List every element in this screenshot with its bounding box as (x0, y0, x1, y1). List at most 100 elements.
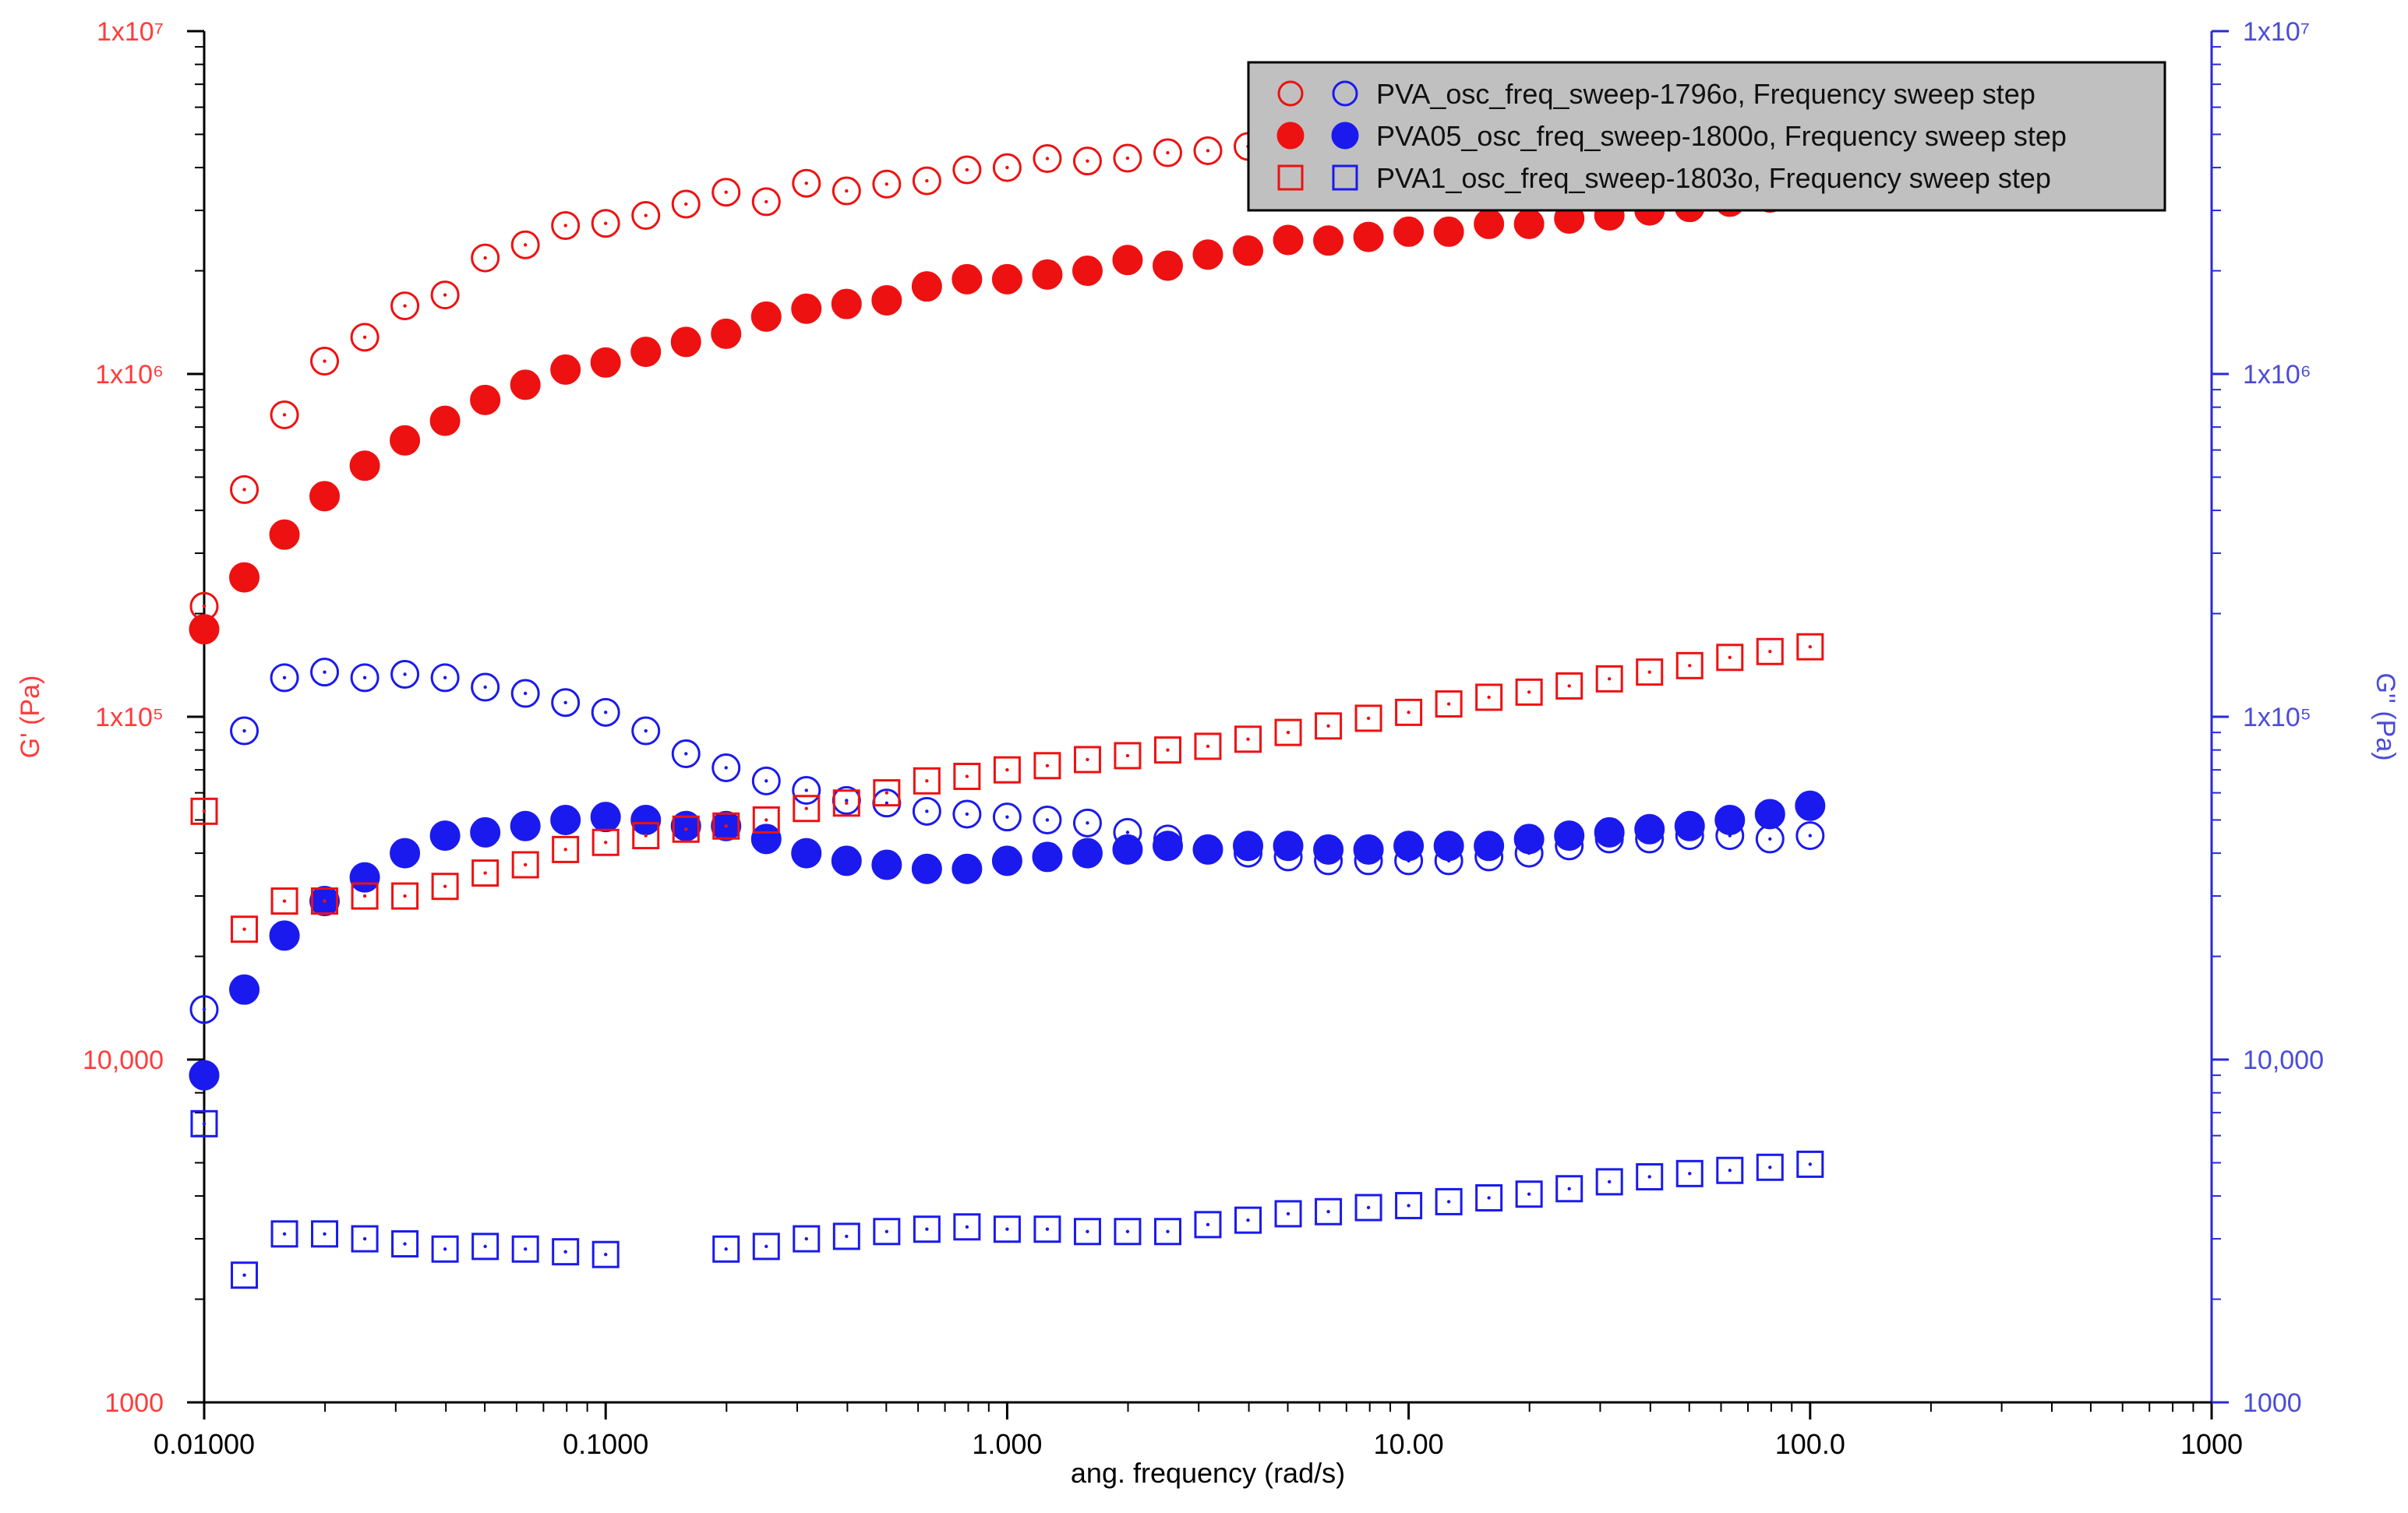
data-point (1032, 259, 1063, 290)
data-point (591, 828, 620, 856)
data-point-center (604, 841, 608, 845)
data-point-center (523, 1247, 528, 1251)
data-point-center (1567, 1187, 1571, 1190)
data-point-center (443, 884, 447, 888)
data-point-center (1567, 684, 1571, 688)
data-point (630, 337, 662, 368)
data-point (231, 915, 259, 943)
data-point (872, 169, 902, 199)
data-point (189, 1060, 220, 1091)
data-point-center (563, 848, 567, 852)
data-point-center (1166, 1229, 1170, 1233)
data-point-center (403, 894, 407, 898)
data-point (1033, 805, 1062, 834)
data-point (991, 845, 1022, 876)
data-point (510, 230, 540, 259)
data-point (911, 271, 942, 302)
data-point (591, 1240, 620, 1268)
data-point (390, 660, 420, 689)
data-point (1073, 1218, 1101, 1246)
data-point (1033, 1215, 1061, 1243)
data-point (1072, 838, 1103, 869)
data-point-center (323, 1232, 327, 1236)
data-point (1555, 1175, 1584, 1203)
right-tick-label: 1x10⁵ (2243, 703, 2311, 732)
left-tick-label: 1x10⁶ (95, 360, 164, 390)
x-tick-label: 1000 (2180, 1428, 2243, 1460)
data-point-center (1647, 1175, 1651, 1179)
data-point-center (1326, 1210, 1330, 1214)
legend-entry-pva1: PVA1_osc_freq_sweep-1803o, Frequency swe… (1376, 162, 2051, 194)
data-point-center (925, 779, 929, 783)
data-point-center (563, 224, 567, 227)
data-point-center (724, 1247, 728, 1251)
data-point-center (684, 752, 688, 756)
data-point (751, 187, 781, 217)
data-point-center (403, 672, 407, 676)
data-point-center (684, 202, 688, 206)
data-point (1233, 235, 1264, 266)
data-point-center (282, 413, 287, 417)
data-point (952, 799, 982, 829)
data-point (310, 347, 340, 376)
data-point (1795, 790, 1826, 821)
x-tick-label: 0.1000 (563, 1428, 648, 1460)
data-point (712, 812, 740, 840)
data-point (1273, 224, 1304, 256)
data-point-center (1527, 690, 1531, 694)
data-point (1515, 678, 1543, 706)
data-point (1754, 799, 1785, 830)
data-point (791, 293, 822, 324)
data-point (1353, 834, 1384, 865)
data-point (1193, 136, 1223, 165)
data-point (670, 326, 701, 358)
data-point (1796, 1150, 1824, 1178)
right-y-axis-title: G'' (Pa) (2371, 672, 2400, 760)
data-point (590, 802, 621, 833)
data-point (630, 804, 662, 835)
data-point (470, 816, 501, 848)
data-point (751, 766, 781, 795)
data-point (430, 663, 460, 693)
data-point (831, 845, 862, 876)
data-point (229, 562, 260, 593)
data-point (1032, 841, 1063, 873)
data-point (590, 347, 621, 378)
data-point (831, 288, 862, 319)
legend: PVA_osc_freq_sweep-1796o, Frequency swee… (1247, 61, 2166, 212)
left-tick-label: 1000 (104, 1388, 164, 1418)
data-point (471, 859, 500, 887)
data-point (711, 178, 741, 207)
data-point-center (1808, 1162, 1812, 1166)
x-tick-label: 10.00 (1374, 1428, 1444, 1460)
data-point-center (965, 812, 969, 816)
data-point (711, 318, 742, 349)
data-point (429, 405, 461, 436)
data-point (270, 1220, 298, 1248)
data-point-center (1086, 757, 1089, 762)
data-point (1716, 1156, 1744, 1184)
data-point-center (724, 766, 728, 770)
data-point (1393, 831, 1425, 862)
x-tick-label: 1.000 (972, 1428, 1042, 1460)
data-point (591, 209, 620, 238)
legend-entry-pva05: PVA05_osc_freq_sweep-1800o, Frequency sw… (1376, 120, 2067, 152)
data-point-center (443, 675, 447, 680)
data-point (670, 810, 701, 841)
data-point (390, 291, 420, 321)
data-point (269, 920, 300, 951)
data-point (190, 797, 218, 825)
data-point-center (1768, 1166, 1772, 1169)
left-tick-label: 1x10⁷ (97, 17, 164, 47)
data-point-center (1246, 1218, 1250, 1222)
data-point-center (563, 1250, 567, 1254)
data-point (591, 697, 620, 727)
data-point-center (242, 488, 246, 492)
data-point (1072, 256, 1103, 287)
data-point (1033, 752, 1061, 780)
data-point (390, 425, 421, 456)
data-point-center (965, 774, 969, 778)
data-point-center (764, 1244, 768, 1249)
data-point-center (884, 182, 889, 186)
